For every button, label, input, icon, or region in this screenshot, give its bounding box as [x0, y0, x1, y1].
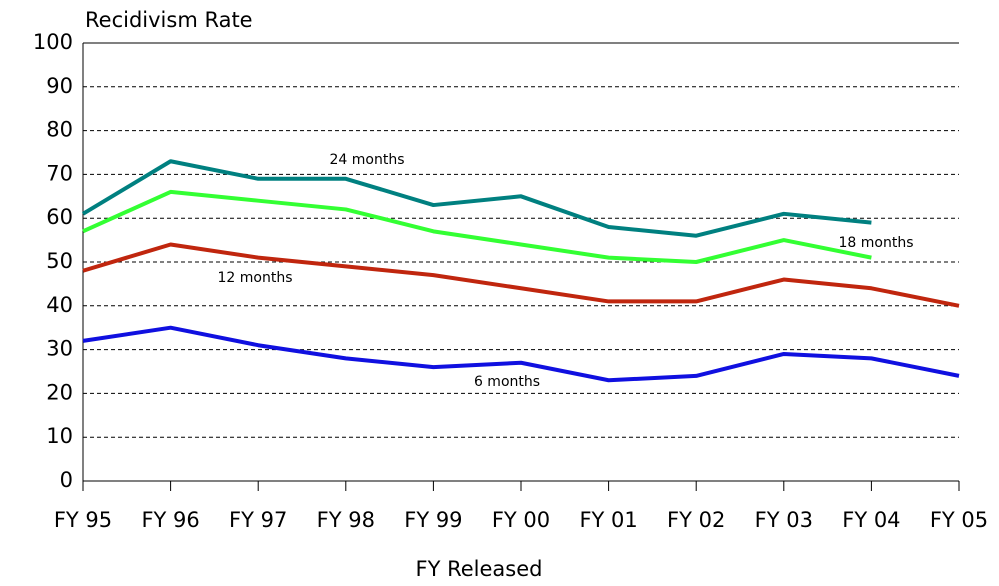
- series-label: 6 months: [474, 374, 540, 390]
- x-tick-label: FY 00: [492, 508, 550, 532]
- x-tick-label: FY 96: [141, 508, 199, 532]
- series-line: [82, 189, 872, 264]
- x-axis-title: FY Released: [416, 557, 543, 581]
- y-tick-label: 20: [46, 380, 73, 404]
- y-tick-label: 80: [46, 118, 73, 142]
- y-tick-label: 90: [46, 74, 73, 98]
- x-tick-label: FY 01: [579, 508, 637, 532]
- y-tick-label: 100: [33, 30, 73, 54]
- y-tick-label: 50: [46, 249, 73, 273]
- y-tick-label: 0: [60, 468, 73, 492]
- series-line: [82, 242, 960, 308]
- series-label: 24 months: [330, 152, 405, 168]
- x-tick-label: FY 98: [317, 508, 375, 532]
- x-tick-label: FY 95: [54, 508, 112, 532]
- x-tick-label: FY 02: [667, 508, 725, 532]
- series-label: 12 months: [218, 270, 293, 286]
- x-tick-label: FY 97: [229, 508, 287, 532]
- y-tick-label: 30: [46, 337, 73, 361]
- x-tick-label: FY 05: [930, 508, 988, 532]
- series-label: 18 months: [839, 235, 914, 251]
- x-tick-label: FY 04: [842, 508, 900, 532]
- y-tick-label: 40: [46, 293, 73, 317]
- series-line: [81, 159, 872, 238]
- y-axis-title: Recidivism Rate: [85, 8, 253, 32]
- series-line: [82, 325, 960, 383]
- x-tick-label: FY 99: [404, 508, 462, 532]
- y-tick-label: 70: [46, 161, 73, 185]
- x-tick-label: FY 03: [755, 508, 813, 532]
- y-tick-label: 10: [46, 424, 73, 448]
- y-tick-label: 60: [46, 205, 73, 229]
